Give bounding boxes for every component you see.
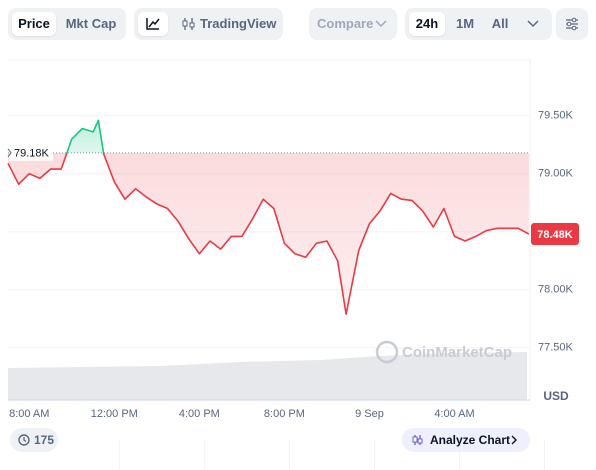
x-tick-label: 4:00 PM xyxy=(179,408,220,420)
chart-type-toggle: TradingView xyxy=(134,8,283,40)
history-count: 175 xyxy=(34,433,55,447)
last-price-badge xyxy=(531,223,579,246)
y-tick-label: 79.50K xyxy=(538,110,574,122)
chevron-icon xyxy=(375,20,387,28)
price-line xyxy=(7,119,530,315)
y-tick-label: 78.00K xyxy=(538,284,574,296)
reference-marker xyxy=(7,148,12,158)
reference-label-bg xyxy=(9,144,53,161)
volume-area xyxy=(8,352,527,400)
analyze-chevron xyxy=(511,435,517,445)
y-tick-label: 79.00K xyxy=(538,168,574,180)
range-all-button[interactable]: All xyxy=(491,16,509,31)
y-tick-label: 77.50K xyxy=(538,342,574,354)
watermark: CoinMarketCap xyxy=(375,340,512,364)
last-price-label: 78.48K xyxy=(537,229,573,241)
reference-label: 79.18K xyxy=(14,148,50,160)
history-icon xyxy=(18,434,30,446)
range-more-icon[interactable] xyxy=(527,19,539,29)
range-1m-button[interactable]: 1M xyxy=(455,16,475,31)
candle-icon xyxy=(182,18,195,30)
line-icon xyxy=(146,18,160,30)
mkt-cap-button[interactable]: Mkt Cap xyxy=(65,16,117,31)
x-tick-label: 8:00 AM xyxy=(9,408,49,420)
range-toggle: 24h 1M All xyxy=(405,8,552,40)
price-area xyxy=(8,120,529,315)
analyze-label: Analyze Chart xyxy=(430,433,511,447)
analyze-icon xyxy=(412,435,423,445)
watermark-text: CoinMarketCap xyxy=(402,344,512,361)
currency-label: USD xyxy=(543,389,569,403)
watermark-logo xyxy=(375,340,399,364)
compare-label: Compare xyxy=(317,16,374,31)
line-chart-button[interactable] xyxy=(138,12,168,36)
compare-dropdown[interactable]: Compare xyxy=(309,8,397,40)
settings-icon xyxy=(566,17,578,31)
price-button[interactable]: Price xyxy=(12,12,56,36)
x-tick-label: 4:00 AM xyxy=(434,408,474,420)
range-24h-button[interactable]: 24h xyxy=(409,12,445,36)
x-tick-label: 8:00 PM xyxy=(264,408,305,420)
x-tick-label: 12:00 PM xyxy=(91,408,138,420)
analyze-chart-button[interactable]: Analyze Chart xyxy=(402,428,530,452)
settings-button[interactable] xyxy=(556,8,588,40)
metric-toggle: Price Mkt Cap xyxy=(8,8,126,40)
x-tick-label: 9 Sep xyxy=(355,408,384,420)
history-pill[interactable]: 175 xyxy=(10,428,58,452)
tradingview-button[interactable]: TradingView xyxy=(200,16,277,31)
